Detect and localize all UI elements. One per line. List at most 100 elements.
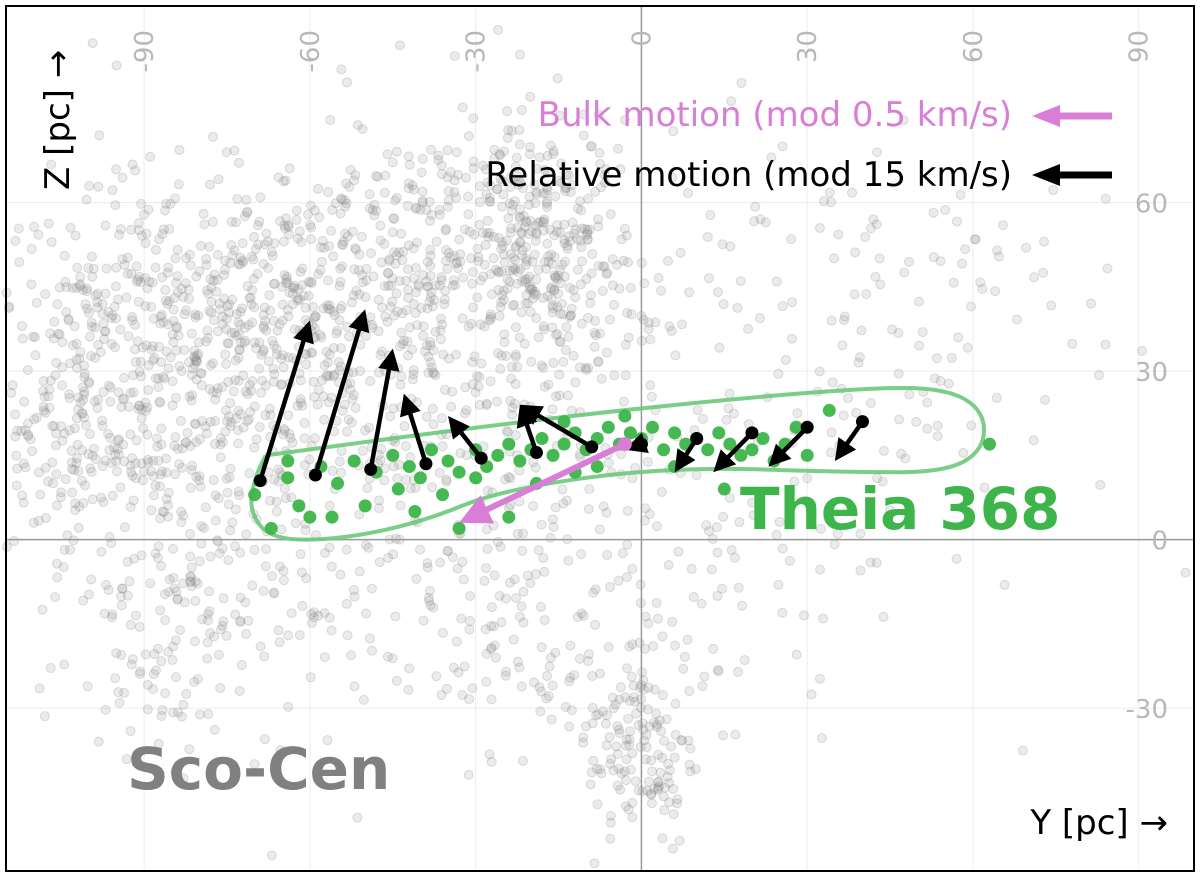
sco-cen-point bbox=[596, 373, 607, 384]
sco-cen-point bbox=[77, 408, 88, 419]
theia-point bbox=[822, 403, 836, 417]
sco-cen-point bbox=[425, 260, 436, 271]
sco-cen-point bbox=[96, 492, 107, 503]
y-tick-label: -30 bbox=[1126, 695, 1168, 725]
sco-cen-point bbox=[364, 422, 375, 433]
sco-cen-point bbox=[401, 305, 412, 316]
sco-cen-point bbox=[87, 494, 98, 505]
legend-bulk-label: Bulk motion (mod 0.5 km/s) bbox=[538, 95, 1012, 135]
sco-cen-point bbox=[392, 473, 403, 484]
sco-cen-point bbox=[28, 517, 39, 528]
sco-cen-point bbox=[75, 346, 86, 357]
sco-cen-point bbox=[516, 601, 527, 612]
sco-cen-point bbox=[161, 198, 172, 209]
sco-cen-point bbox=[52, 299, 63, 310]
sco-cen-point bbox=[56, 487, 67, 498]
sco-cen-point bbox=[84, 429, 95, 440]
sco-cen-point bbox=[116, 650, 127, 661]
sco-cen-point bbox=[221, 313, 232, 324]
sco-cen-point bbox=[651, 597, 662, 608]
sco-cen-point bbox=[539, 566, 550, 577]
sco-cen-point bbox=[423, 592, 434, 603]
sco-cen-point bbox=[584, 484, 595, 495]
sco-cen-point bbox=[597, 706, 608, 717]
sco-cen-point bbox=[289, 283, 300, 294]
sco-cen-point bbox=[246, 299, 257, 310]
sco-cen-point bbox=[506, 373, 517, 384]
sco-cen-point bbox=[142, 454, 153, 465]
sco-cen-point bbox=[153, 373, 164, 384]
sco-cen-point bbox=[849, 289, 860, 300]
sco-cen-point bbox=[232, 194, 243, 205]
sco-cen-point bbox=[604, 314, 615, 325]
sco-cen-point bbox=[467, 278, 478, 289]
sco-cen-point bbox=[560, 345, 571, 356]
sco-cen-point bbox=[341, 598, 352, 609]
sco-cen-point bbox=[437, 441, 448, 452]
sco-cen-point bbox=[357, 124, 368, 135]
sco-cen-point bbox=[418, 615, 429, 626]
sco-cen-point bbox=[73, 522, 84, 533]
sco-cen-point bbox=[163, 511, 174, 522]
sco-cen-point bbox=[283, 229, 294, 240]
sco-cen-point bbox=[153, 541, 164, 552]
sco-cen-point bbox=[237, 238, 248, 249]
sco-cen-point bbox=[702, 231, 713, 242]
sco-cen-point bbox=[111, 466, 122, 477]
sco-cen-point bbox=[282, 304, 293, 315]
relative-arrow-origin bbox=[855, 415, 869, 429]
sco-cen-point bbox=[1040, 394, 1051, 405]
sco-cen-point bbox=[396, 228, 407, 239]
sco-cen-point bbox=[486, 756, 497, 767]
sco-cen-point bbox=[578, 610, 589, 621]
sco-cen-point bbox=[434, 204, 445, 215]
sco-cen-point bbox=[329, 369, 340, 380]
sco-cen-point bbox=[204, 305, 215, 316]
sco-cen-point bbox=[385, 301, 396, 312]
sco-cen-point bbox=[499, 257, 510, 268]
sco-cen-point bbox=[308, 376, 319, 387]
sco-cen-point bbox=[141, 228, 152, 239]
sco-cen-point bbox=[335, 263, 346, 274]
sco-cen-point bbox=[538, 552, 549, 563]
sco-cen-point bbox=[388, 461, 399, 472]
sco-cen-point bbox=[184, 249, 195, 260]
sco-cen-point bbox=[1011, 314, 1022, 325]
sco-cen-point bbox=[352, 120, 363, 131]
sco-cen-point bbox=[468, 113, 479, 124]
sco-cen-point bbox=[364, 203, 375, 214]
sco-cen-point bbox=[283, 221, 294, 232]
sco-cen-point bbox=[515, 237, 526, 248]
sco-cen-point bbox=[113, 435, 124, 446]
sco-cen-point bbox=[347, 226, 358, 237]
sco-cen-point bbox=[84, 307, 95, 318]
sco-cen-point bbox=[176, 365, 187, 376]
sco-cen-point bbox=[308, 301, 319, 312]
theia-point bbox=[535, 432, 549, 445]
sco-cen-point bbox=[505, 227, 516, 238]
sco-cen-point bbox=[526, 226, 537, 237]
sco-cen-point bbox=[328, 371, 339, 382]
sco-cen-point bbox=[111, 456, 122, 467]
sco-cen-point bbox=[538, 321, 549, 332]
sco-cen-point bbox=[622, 257, 633, 268]
sco-cen-point bbox=[408, 184, 419, 195]
sco-cen-point bbox=[244, 379, 255, 390]
sco-cen-point bbox=[441, 474, 452, 485]
sco-cen-point bbox=[613, 575, 624, 586]
sco-cen-point bbox=[643, 776, 654, 787]
sco-cen-point bbox=[230, 355, 241, 366]
sco-cen-point bbox=[496, 243, 507, 254]
sco-cen-point bbox=[357, 445, 368, 456]
sco-cen-point bbox=[428, 368, 439, 379]
sco-cen-point bbox=[574, 653, 585, 664]
sco-cen-point bbox=[354, 566, 365, 577]
sco-cen-point bbox=[128, 370, 139, 381]
sco-cen-point bbox=[18, 497, 29, 508]
sco-cen-point bbox=[699, 671, 710, 682]
sco-cen-point bbox=[588, 587, 599, 598]
sco-cen-point bbox=[350, 169, 361, 180]
sco-cen-point bbox=[118, 372, 129, 383]
sco-cen-point bbox=[839, 311, 850, 322]
sco-cen-point bbox=[377, 302, 388, 313]
